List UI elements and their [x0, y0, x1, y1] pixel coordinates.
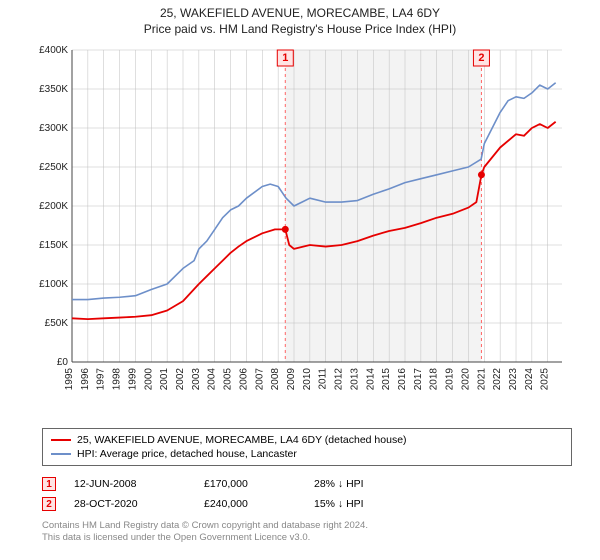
- chart-svg: £0 £50K £100K £150K £200K £250K £300K £350K £400…: [30, 42, 590, 422]
- x-tick-label: 2024: [524, 368, 535, 391]
- x-tick-label: 2008: [270, 368, 281, 391]
- legend-swatch: [51, 453, 71, 455]
- footer-line2: This data is licensed under the Open Gov…: [42, 532, 600, 544]
- legend-label: HPI: Average price, detached house, Lanc…: [77, 448, 297, 460]
- legend-swatch: [51, 439, 71, 441]
- x-tick-label: 1997: [96, 368, 107, 391]
- x-tick-label: 2020: [460, 368, 471, 391]
- sales-table: 1 12-JUN-2008£170,00028% ↓ HPI 2 28-OCT-202…: [42, 474, 600, 514]
- footer: Contains HM Land Registry data © Crown c…: [42, 520, 600, 545]
- x-tick-label: 2000: [143, 368, 154, 391]
- chart-container: 25, WAKEFIELD AVENUE, MORECAMBE, LA4 6DY…: [0, 0, 600, 560]
- sale-marker-icon: 1: [42, 477, 56, 491]
- sale-delta: 28% ↓ HPI: [314, 478, 434, 490]
- sale-price: £170,000: [204, 478, 314, 490]
- x-tick-label: 2001: [159, 368, 170, 391]
- x-tick-label: 2012: [334, 368, 345, 391]
- sale-price: £240,000: [204, 498, 314, 510]
- legend-item: HPI: Average price, detached house, Lanc…: [51, 447, 563, 461]
- x-tick-label: 2009: [286, 368, 297, 391]
- sale-date: 28-OCT-2020: [74, 498, 204, 510]
- sale-marker-label: 2: [478, 52, 484, 64]
- chart-area: £0 £50K £100K £150K £200K £250K £300K £350K £400…: [30, 42, 590, 422]
- y-tick-label: £350K: [39, 84, 68, 95]
- x-tick-label: 1995: [64, 368, 75, 391]
- sale-marker-label: 1: [282, 52, 288, 64]
- sale-row: 1 12-JUN-2008£170,00028% ↓ HPI: [42, 474, 600, 494]
- y-tick-label: £50K: [45, 318, 69, 329]
- sale-date: 12-JUN-2008: [74, 478, 204, 490]
- x-tick-label: 1998: [112, 368, 123, 391]
- x-tick-label: 2022: [492, 368, 503, 391]
- y-tick-label: £300K: [39, 123, 68, 134]
- legend-item: 25, WAKEFIELD AVENUE, MORECAMBE, LA4 6DY…: [51, 433, 563, 447]
- y-tick-label: £250K: [39, 162, 68, 173]
- x-tick-label: 2018: [429, 368, 440, 391]
- y-tick-label: £400K: [39, 45, 68, 56]
- x-tick-label: 2025: [540, 368, 551, 391]
- legend-box: 25, WAKEFIELD AVENUE, MORECAMBE, LA4 6DY…: [42, 428, 572, 466]
- chart-subtitle: Price paid vs. HM Land Registry's House …: [0, 20, 600, 42]
- y-tick-label: £200K: [39, 201, 68, 212]
- x-tick-label: 2019: [445, 368, 456, 391]
- y-tick-label: £150K: [39, 240, 68, 251]
- legend: 25, WAKEFIELD AVENUE, MORECAMBE, LA4 6DY…: [42, 428, 582, 466]
- sale-delta: 15% ↓ HPI: [314, 498, 434, 510]
- x-tick-label: 2006: [238, 368, 249, 391]
- x-tick-label: 2016: [397, 368, 408, 391]
- sale-row: 2 28-OCT-2020£240,00015% ↓ HPI: [42, 494, 600, 514]
- x-tick-label: 1999: [127, 368, 138, 391]
- chart-title: 25, WAKEFIELD AVENUE, MORECAMBE, LA4 6DY: [0, 0, 600, 20]
- x-tick-label: 2011: [318, 368, 329, 390]
- x-tick-label: 2013: [349, 368, 360, 391]
- x-tick-label: 2002: [175, 368, 186, 391]
- x-tick-label: 2014: [365, 368, 376, 391]
- x-tick-label: 2015: [381, 368, 392, 391]
- x-tick-label: 2007: [254, 368, 265, 391]
- x-tick-label: 2017: [413, 368, 424, 391]
- legend-label: 25, WAKEFIELD AVENUE, MORECAMBE, LA4 6DY…: [77, 434, 407, 446]
- x-tick-label: 2010: [302, 368, 313, 391]
- x-tick-label: 2004: [207, 368, 218, 391]
- footer-line1: Contains HM Land Registry data © Crown c…: [42, 520, 600, 532]
- y-tick-label: £0: [57, 357, 69, 368]
- x-tick-label: 1996: [80, 368, 91, 391]
- x-tick-label: 2003: [191, 368, 202, 391]
- x-tick-label: 2023: [508, 368, 519, 391]
- sale-marker-icon: 2: [42, 497, 56, 511]
- x-tick-label: 2021: [476, 368, 487, 391]
- y-tick-label: £100K: [39, 279, 68, 290]
- x-tick-label: 2005: [223, 368, 234, 391]
